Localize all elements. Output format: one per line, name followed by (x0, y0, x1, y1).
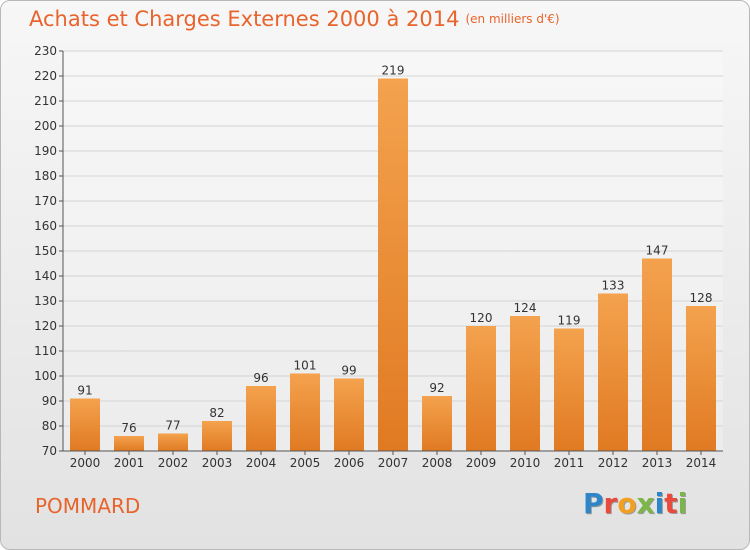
bar-2007 (378, 78, 408, 451)
bar-2013 (642, 258, 672, 451)
bar-2014 (686, 306, 716, 451)
y-tick-label: 120 (34, 319, 57, 333)
y-tick-label: 230 (34, 44, 57, 58)
x-tick-label-2014: 2014 (686, 456, 717, 470)
y-tick-label: 210 (34, 94, 57, 108)
bar-2002 (158, 433, 188, 451)
y-tick-label: 220 (34, 69, 57, 83)
x-tick-label-2003: 2003 (202, 456, 233, 470)
data-label-2007: 219 (382, 64, 405, 78)
y-tick-label: 100 (34, 369, 57, 383)
data-label-2008: 92 (429, 381, 444, 395)
x-tick-label-2005: 2005 (290, 456, 321, 470)
data-label-2014: 128 (690, 291, 713, 305)
chart-title-text: Achats et Charges Externes 2000 à 2014 (29, 7, 460, 31)
y-tick-label: 130 (34, 294, 57, 308)
x-tick-label-2009: 2009 (466, 456, 497, 470)
chart-title: Achats et Charges Externes 2000 à 2014 (e… (29, 7, 560, 31)
y-tick-label: 140 (34, 269, 57, 283)
x-tick-label-2001: 2001 (114, 456, 145, 470)
x-tick-label-2011: 2011 (554, 456, 585, 470)
bar-2000 (70, 398, 100, 451)
data-label-2010: 124 (514, 301, 537, 315)
bar-2006 (334, 378, 364, 451)
bar-2005 (290, 373, 320, 451)
y-tick-label: 110 (34, 344, 57, 358)
y-tick-label: 70 (42, 444, 57, 458)
x-tick-label-2006: 2006 (334, 456, 365, 470)
y-tick-label: 150 (34, 244, 57, 258)
bar-2001 (114, 436, 144, 451)
bar-2012 (598, 293, 628, 451)
data-label-2001: 76 (121, 421, 136, 435)
data-label-2002: 77 (165, 419, 180, 433)
data-label-2005: 101 (294, 359, 317, 373)
y-tick-label: 200 (34, 119, 57, 133)
data-label-2003: 82 (209, 406, 224, 420)
bar-2004 (246, 386, 276, 451)
chart-subtitle: (en milliers d'€) (465, 12, 560, 26)
y-tick-label: 180 (34, 169, 57, 183)
y-tick-label: 160 (34, 219, 57, 233)
x-tick-label-2008: 2008 (422, 456, 453, 470)
bar-2010 (510, 316, 540, 451)
y-tick-label: 190 (34, 144, 57, 158)
y-tick-label: 80 (42, 419, 57, 433)
data-label-2006: 99 (341, 364, 356, 378)
bar-2009 (466, 326, 496, 451)
bar-2003 (202, 421, 232, 451)
x-tick-label-2000: 2000 (70, 456, 101, 470)
x-tick-label-2013: 2013 (642, 456, 673, 470)
y-tick-label: 170 (34, 194, 57, 208)
x-tick-label-2010: 2010 (510, 456, 541, 470)
x-tick-label-2012: 2012 (598, 456, 629, 470)
data-label-2013: 147 (646, 244, 669, 258)
proxiti-logo: Proxiti (583, 487, 688, 520)
data-label-2012: 133 (602, 279, 625, 293)
commune-name: POMMARD (35, 494, 141, 518)
data-label-2000: 91 (77, 384, 92, 398)
bar-2011 (554, 328, 584, 451)
bar-2008 (422, 396, 452, 451)
data-label-2004: 96 (253, 371, 268, 385)
x-tick-label-2004: 2004 (246, 456, 277, 470)
x-tick-label-2007: 2007 (378, 456, 409, 470)
data-label-2009: 120 (470, 311, 493, 325)
data-label-2011: 119 (558, 314, 581, 328)
y-tick-label: 90 (42, 394, 57, 408)
x-tick-label-2002: 2002 (158, 456, 189, 470)
